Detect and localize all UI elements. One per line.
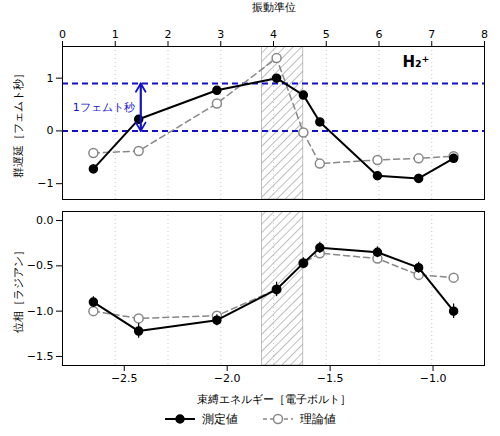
svg-text:5: 5 (323, 28, 330, 41)
svg-text:0: 0 (59, 28, 66, 41)
svg-text:−2.5: −2.5 (111, 372, 138, 385)
svg-text:位相［ラジアン］: 位相［ラジアン］ (12, 245, 25, 333)
svg-text:−2.0: −2.0 (214, 372, 241, 385)
svg-text:振動準位: 振動準位 (252, 1, 296, 14)
html-text:理論値: 理論値 (300, 411, 336, 426)
svg-text:−1.0: −1.0 (27, 305, 54, 318)
svg-text:3: 3 (217, 28, 224, 41)
svg-text:−0.5: −0.5 (27, 259, 54, 272)
svg-text:7: 7 (428, 28, 435, 41)
svg-text:束縛エネルギー［電子ボルト］: 束縛エネルギー［電子ボルト］ (197, 393, 351, 406)
svg-text:1: 1 (47, 72, 54, 85)
svg-text:8: 8 (481, 28, 488, 41)
svg-text:1フェムト秒: 1フェムト秒 (73, 101, 135, 114)
svg-text:0.0: 0.0 (36, 214, 54, 227)
svg-text:−1.0: −1.0 (420, 372, 447, 385)
svg-text:群遅延［フェムト秒］: 群遅延［フェムト秒］ (12, 68, 25, 178)
svg-text:6: 6 (376, 28, 383, 41)
svg-text:−1: −1 (37, 177, 53, 190)
svg-text:H₂⁺: H₂⁺ (402, 53, 429, 71)
svg-text:0: 0 (47, 124, 54, 137)
svg-text:2: 2 (165, 28, 172, 41)
svg-text:−1.5: −1.5 (317, 372, 344, 385)
svg-text:−1.5: −1.5 (27, 350, 54, 363)
svg-text:4: 4 (270, 28, 277, 41)
html-text:測定値: 測定値 (202, 411, 238, 426)
svg-text:1: 1 (112, 28, 119, 41)
